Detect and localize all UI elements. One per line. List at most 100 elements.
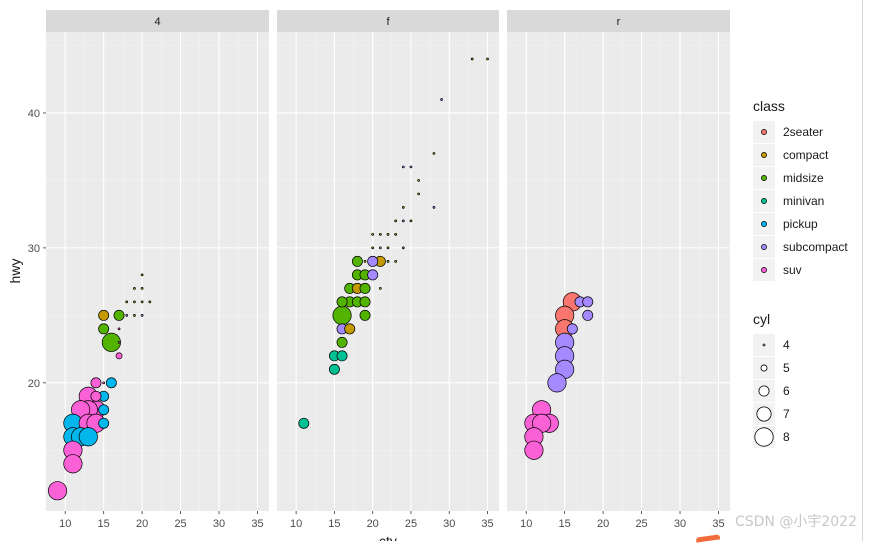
legend-label-class: minivan xyxy=(783,194,824,208)
data-point xyxy=(133,287,136,290)
legend-title-class: class xyxy=(753,98,785,114)
x-tick-label: 30 xyxy=(213,518,225,530)
data-point xyxy=(401,206,405,209)
x-tick-label: 35 xyxy=(251,518,263,530)
data-point xyxy=(359,309,371,321)
legend-label-cyl: 4 xyxy=(783,338,790,352)
data-point xyxy=(140,314,144,317)
data-point xyxy=(140,300,144,304)
x-tick-label: 10 xyxy=(59,518,71,530)
data-point xyxy=(582,309,594,321)
data-point xyxy=(378,233,382,236)
data-point xyxy=(417,192,420,196)
data-point xyxy=(90,390,102,402)
data-point xyxy=(440,98,443,101)
legend-key-cyl xyxy=(762,343,766,347)
legend-key-class xyxy=(761,267,767,273)
data-point xyxy=(140,287,144,290)
data-point xyxy=(102,381,106,385)
data-point xyxy=(336,350,348,362)
data-point xyxy=(409,165,413,169)
data-point xyxy=(63,454,83,474)
facet-strip xyxy=(507,10,730,32)
data-point xyxy=(98,404,110,416)
y-tick-label: 40 xyxy=(28,108,40,120)
data-point xyxy=(371,246,375,250)
data-point xyxy=(336,296,348,308)
data-point xyxy=(394,219,398,223)
x-tick-label: 20 xyxy=(367,518,379,530)
facet-label: r xyxy=(617,16,621,28)
data-point xyxy=(332,305,352,325)
data-point xyxy=(401,165,405,169)
data-point xyxy=(105,377,117,389)
data-point xyxy=(417,179,420,182)
data-point xyxy=(101,332,121,352)
data-point xyxy=(432,206,436,209)
data-point xyxy=(115,352,123,360)
data-point xyxy=(148,300,152,304)
data-point xyxy=(113,309,125,321)
x-tick-label: 10 xyxy=(520,518,532,530)
data-point xyxy=(336,336,348,348)
x-tick-label: 35 xyxy=(712,518,724,530)
data-point xyxy=(78,427,98,447)
x-tick-label: 25 xyxy=(174,518,186,530)
facet-strip xyxy=(46,10,269,32)
legend-key-class xyxy=(761,244,767,250)
data-point xyxy=(470,57,474,61)
legend-key-class xyxy=(761,129,767,135)
data-point xyxy=(47,481,68,501)
x-tick-label: 30 xyxy=(443,518,455,530)
data-point xyxy=(394,260,398,263)
x-tick-label: 20 xyxy=(136,518,148,530)
legend-title-cyl: cyl xyxy=(753,311,770,327)
data-point xyxy=(328,363,340,375)
x-tick-label: 10 xyxy=(290,518,302,530)
data-point xyxy=(90,377,102,389)
legend-label-cyl: 7 xyxy=(783,407,790,421)
data-point xyxy=(98,323,110,335)
data-point xyxy=(298,417,310,429)
data-point xyxy=(133,314,136,317)
x-tick-label: 15 xyxy=(328,518,340,530)
window-edge-divider xyxy=(862,0,863,541)
x-tick-label: 35 xyxy=(481,518,493,530)
data-point xyxy=(432,152,436,155)
facet-label: 4 xyxy=(154,16,160,28)
legend-label-class: suv xyxy=(783,263,802,277)
data-point xyxy=(133,300,136,304)
legend-key-cyl xyxy=(754,427,774,447)
data-point xyxy=(547,373,567,393)
y-tick-label: 30 xyxy=(28,243,40,255)
data-point xyxy=(524,440,544,460)
watermark-text: CSDN @小宇2022 xyxy=(735,514,857,530)
data-point xyxy=(378,287,382,290)
legend-key-class xyxy=(761,198,767,204)
data-point xyxy=(378,246,382,250)
legend-label-cyl: 6 xyxy=(783,384,790,398)
data-point xyxy=(351,255,363,267)
y-tick-label: 20 xyxy=(28,378,40,390)
data-point xyxy=(125,314,129,317)
data-point xyxy=(566,323,578,335)
x-tick-label: 25 xyxy=(635,518,647,530)
legend-key-class xyxy=(761,221,767,227)
data-point xyxy=(394,233,398,236)
data-point xyxy=(401,219,405,223)
legend-label-cyl: 8 xyxy=(783,430,790,444)
x-tick-label: 15 xyxy=(98,518,110,530)
x-tick-label: 15 xyxy=(559,518,571,530)
data-point xyxy=(140,273,144,277)
legend-key-class xyxy=(761,152,767,158)
data-point xyxy=(117,327,121,331)
legend-key-cyl xyxy=(756,406,772,422)
data-point xyxy=(125,300,129,304)
legend-key-cyl xyxy=(760,364,768,372)
data-point xyxy=(409,219,413,223)
data-point xyxy=(359,296,371,308)
data-point xyxy=(117,340,121,344)
legend-label-class: midsize xyxy=(783,171,824,185)
x-axis-title: cty xyxy=(379,533,397,541)
